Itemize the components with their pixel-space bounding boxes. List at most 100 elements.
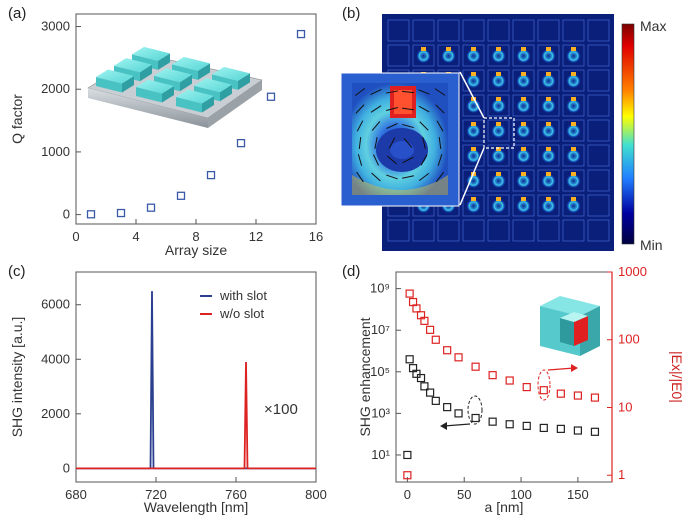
unit-cell-outline: [387, 44, 410, 67]
panel-a-xtick-label: 4: [132, 229, 139, 244]
field-vector-arrow: [386, 123, 398, 129]
field-vector-arrow: [418, 89, 430, 95]
unit-cell-hotspot: [571, 72, 576, 76]
zoom-region-box: [483, 117, 515, 149]
unit-cell-outline: [562, 119, 585, 142]
slotted-cuboid-3d: [540, 296, 600, 356]
panel-d-enhancement-point: [454, 409, 463, 418]
panel-d-enhancement-point: [488, 417, 497, 426]
panel-d-field-ratio-point: [412, 304, 421, 313]
unit-cell-resonance: [566, 174, 581, 188]
unit-cell-resonance: [541, 49, 556, 63]
unit-cell-resonance: [541, 124, 556, 138]
panel-d-field-ratio-point: [403, 471, 412, 480]
panel-d-xlabel: a [nm]: [485, 499, 524, 515]
panel-d-field-ratio-point: [488, 371, 497, 380]
cuboid-metasurface-array-3d: [87, 46, 263, 128]
field-vector-arrow: [435, 104, 445, 114]
left-series-arrowhead: [440, 422, 447, 430]
unit-cell-outline: [587, 144, 610, 167]
unit-cell-outline: [562, 169, 585, 192]
panel-d-enhancement-point: [573, 426, 582, 435]
unit-cell-outline: [437, 44, 460, 67]
unit-cell-resonance: [466, 124, 481, 138]
unit-cell-outline: [562, 19, 585, 42]
panel-c-xtick-label: 680: [65, 487, 87, 502]
unit-cell-outline: [387, 219, 410, 242]
right-series-arrow: [547, 367, 575, 371]
panel-d-ytick-left-label: 10⁹: [370, 281, 390, 296]
unit-cell-resonance: [466, 199, 481, 213]
unit-cell-outline: [537, 44, 560, 67]
unit-cell-outline: [562, 44, 585, 67]
unit-cell-outline: [487, 19, 510, 42]
unit-cell-outline: [562, 144, 585, 167]
unit-cell-hotspot: [471, 147, 476, 151]
cube-front: [136, 87, 162, 103]
unit-cell-hotspot: [546, 147, 551, 151]
panel-d-field-ratio-point: [420, 316, 429, 325]
unit-cell-outline: [462, 69, 485, 92]
unit-cell-outline: [512, 219, 535, 242]
panel-d-field-ratio-point: [454, 353, 463, 362]
unit-cell-outline: [487, 119, 510, 142]
panel-a-ytick-label: 1000: [41, 144, 70, 159]
field-vector-arrow: [386, 107, 398, 111]
unit-cell-hotspot: [521, 72, 526, 76]
field-vector-arrow: [438, 136, 442, 150]
panel-d-ytick-right-label: 100: [618, 332, 640, 347]
panel-a-xtick-label: 8: [192, 229, 199, 244]
field-vector-arrow: [418, 172, 430, 182]
panel-d-field-ratio-point: [556, 389, 565, 398]
panel-d-field-ratio-point: [431, 335, 440, 344]
panel-d-ytick-right-label: 1: [618, 467, 625, 482]
right-series-indicator-ellipse: [537, 369, 551, 401]
cube-side: [140, 64, 152, 82]
panel-d-ytick-right-label: 10: [618, 399, 632, 414]
legend-label-wo-slot: w/o slot: [219, 306, 264, 321]
unit-cell-outline: [587, 219, 610, 242]
unit-cell-outline: [487, 194, 510, 217]
unit-cell-resonance: [516, 174, 531, 188]
panel-d-xtick-label: 100: [510, 487, 532, 502]
field-vector-arrow: [386, 90, 398, 94]
unit-cell-outline: [587, 69, 610, 92]
unit-cell-outline: [587, 194, 610, 217]
panel-d-ylabel-left: SHG enhancement: [357, 317, 373, 436]
panel-a-ytick-label: 2000: [41, 81, 70, 96]
unit-cell-hotspot: [421, 47, 426, 51]
field-vector-arrow: [434, 88, 446, 96]
cube-top: [154, 68, 192, 83]
cube-top: [96, 69, 134, 84]
field-vector-arrow: [435, 171, 445, 183]
unit-cell-hotspot: [546, 197, 551, 201]
unit-cell-resonance: [541, 99, 556, 113]
panel-d-enhancement-point: [431, 396, 440, 405]
panel-d-field-ratio-point: [590, 393, 600, 402]
unit-cell-outline: [462, 219, 485, 242]
panel-d-field-ratio-point: [573, 391, 582, 400]
unit-cell-outline: [487, 44, 510, 67]
unit-cell-resonance: [516, 199, 531, 213]
unit-cell-outline: [537, 194, 560, 217]
panel-c-ytick-label: 0: [63, 460, 70, 475]
left-series-indicator-ellipse: [467, 395, 483, 425]
unit-cell-resonance: [541, 149, 556, 163]
zoom-line-bottom: [459, 147, 485, 206]
panel-d-enhancement-point: [556, 424, 565, 433]
unit-cell-outline: [587, 169, 610, 192]
unit-cell-outline: [437, 219, 460, 242]
panel-d-enhancement-point: [522, 421, 531, 431]
unit-cell-resonance: [466, 174, 481, 188]
unit-cell-resonance: [491, 149, 506, 163]
panel-a-xlabel: Array size: [165, 242, 227, 258]
panel-c-scale-annotation: ×100: [264, 401, 298, 418]
panel-a-ylabel: Q factor: [9, 94, 25, 144]
panel-c-axes-frame: [75, 271, 317, 483]
unit-cell-resonance: [516, 124, 531, 138]
unit-cell-resonance: [516, 74, 531, 88]
unit-cell-resonance: [491, 199, 506, 213]
unit-cell-outline: [562, 194, 585, 217]
cube-side: [180, 74, 192, 92]
cube-side: [158, 53, 170, 70]
